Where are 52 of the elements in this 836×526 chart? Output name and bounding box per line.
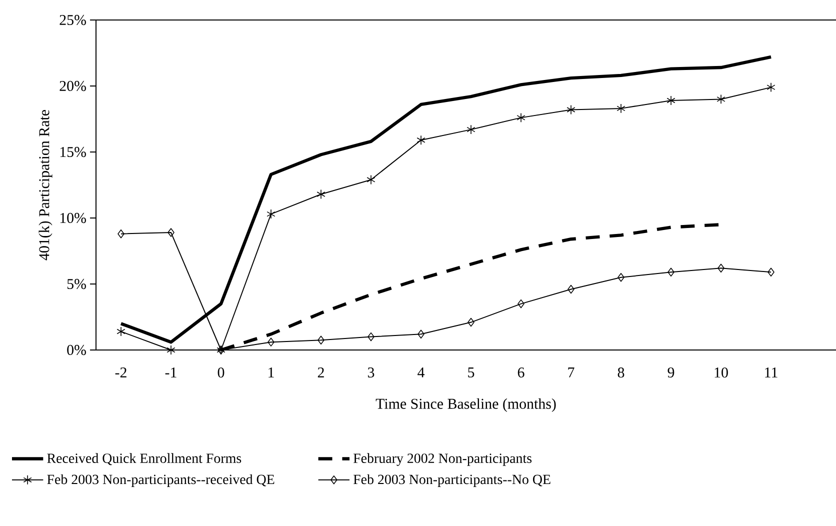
x-tick-label: 9	[668, 367, 674, 378]
point	[618, 273, 624, 282]
point	[318, 336, 324, 344]
x-tick-label: 0	[218, 367, 224, 378]
point	[518, 299, 524, 308]
point	[168, 228, 174, 237]
x-tick-label: 10	[714, 367, 728, 378]
point	[316, 189, 326, 200]
x-tick-label: 3	[368, 367, 374, 378]
x-tick-label: 6	[518, 367, 524, 378]
point	[166, 345, 176, 355]
point	[616, 104, 626, 114]
legend-label: February 2002 Non-participants	[353, 453, 532, 466]
x-tick-label: -2	[115, 367, 126, 378]
point	[366, 174, 376, 185]
point	[666, 96, 676, 106]
point	[566, 104, 576, 115]
point	[266, 209, 276, 219]
point	[468, 318, 474, 327]
y-tick-label: 10%	[60, 212, 86, 224]
point	[516, 112, 526, 123]
point	[466, 124, 476, 134]
legend-label: Feb 2003 Non-participants--received QE	[47, 474, 274, 487]
x-tick-label: 8	[618, 367, 624, 378]
y-axis-title: 401(k) Participation Rate	[38, 110, 52, 260]
point	[668, 268, 674, 277]
x-axis-title: Time Since Baseline (months)	[376, 398, 556, 412]
x-tick-label: 7	[568, 367, 574, 378]
point	[716, 94, 726, 104]
x-tick-label: 2	[318, 367, 324, 378]
y-tick-label: 20%	[60, 80, 86, 92]
point	[768, 268, 774, 277]
point	[116, 326, 126, 336]
y-tick-label: 0%	[67, 344, 86, 356]
y-tick-label: 15%	[60, 146, 86, 158]
x-tick-label: 11	[765, 367, 778, 378]
point	[268, 338, 274, 346]
point	[416, 135, 426, 146]
point	[368, 332, 374, 342]
x-tick-label: 5	[468, 367, 474, 378]
point	[718, 264, 724, 273]
x-tick-label: -1	[165, 367, 176, 378]
point	[118, 229, 124, 238]
y-tick-label: 5%	[67, 278, 86, 290]
legend-label: Feb 2003 Non-participants--No QE	[353, 474, 550, 487]
x-tick-label: 1	[268, 367, 274, 378]
legend-label: Received Quick Enrollment Forms	[47, 453, 242, 466]
point	[568, 284, 574, 294]
x-tick-label: 4	[418, 367, 424, 378]
y-tick-label: 25%	[60, 14, 86, 26]
point	[418, 330, 424, 339]
point	[766, 82, 776, 92]
